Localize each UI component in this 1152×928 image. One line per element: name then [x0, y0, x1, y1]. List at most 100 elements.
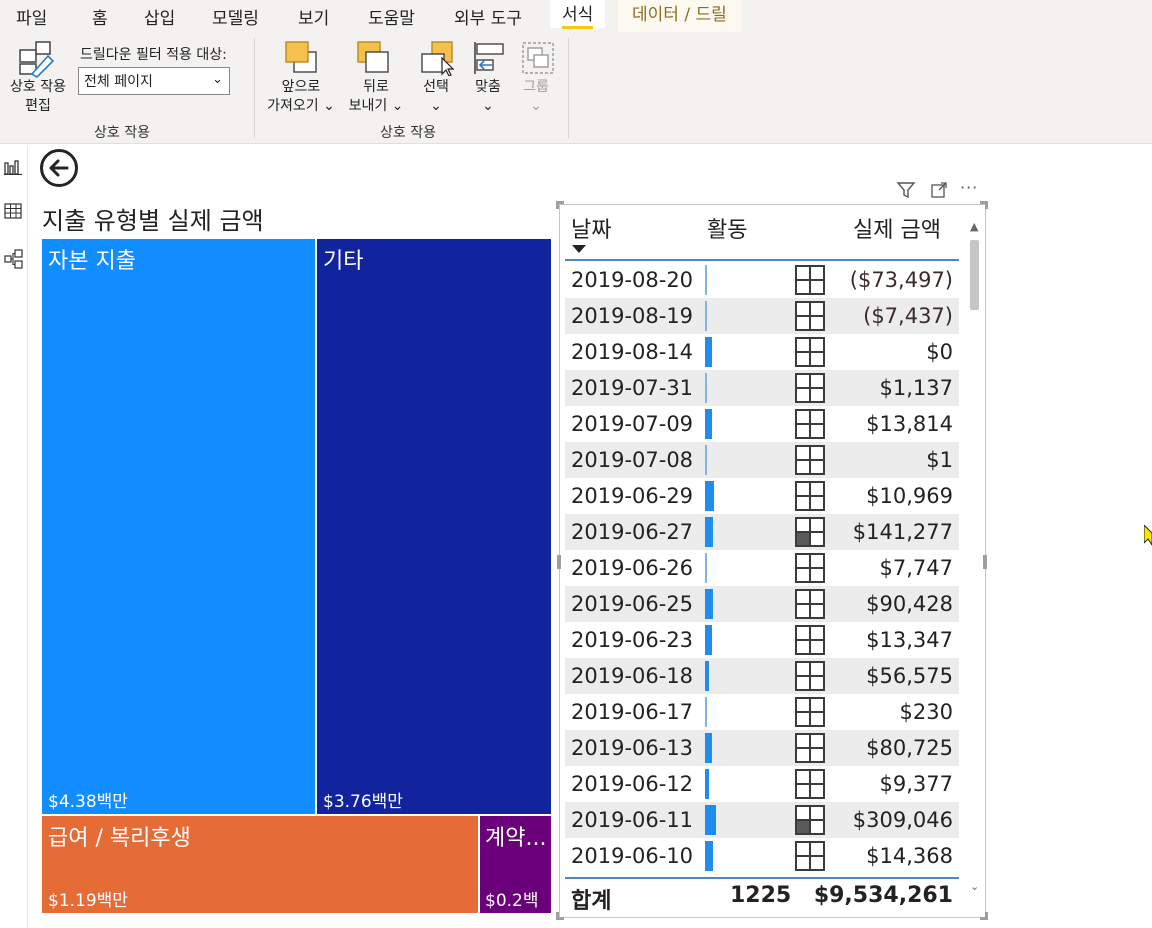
table-row[interactable]: 2019-06-18 $56,575: [565, 658, 959, 694]
cell-amount: $9,377: [879, 772, 953, 796]
view-rail: [0, 145, 28, 928]
cell-amount: $1,137: [879, 376, 953, 400]
filter-icon[interactable]: [896, 181, 916, 199]
focus-mode-icon[interactable]: [930, 181, 948, 199]
align-button[interactable]: 맞춤 ⌄: [466, 78, 510, 116]
bring-forward-button[interactable]: 앞으로 가져오기 ⌄: [262, 78, 340, 116]
resize-handle[interactable]: [556, 912, 564, 920]
group-chevron: ⌄: [530, 98, 542, 114]
tile-value: $1.19백만: [48, 891, 128, 911]
treemap-tile-payroll[interactable]: 급여 / 복리후생 $1.19백만: [42, 816, 478, 913]
table-row[interactable]: 2019-08-20 ($73,497): [565, 262, 959, 298]
table-row[interactable]: 2019-06-25 $90,428: [565, 586, 959, 622]
kpi-grid-icon: [795, 265, 825, 295]
resize-handle[interactable]: [557, 555, 561, 569]
table-row[interactable]: 2019-07-31 $1,137: [565, 370, 959, 406]
chart-title: 지출 유형별 실제 금액: [42, 207, 264, 235]
kpi-grid-icon: [795, 409, 825, 439]
column-header-amount[interactable]: 실제 금액: [853, 218, 941, 243]
activity-databar: [705, 301, 707, 331]
treemap-tile-capex[interactable]: 자본 지출 $4.38백만: [42, 239, 315, 814]
tile-label: 계약...: [485, 826, 547, 851]
total-divider: [565, 877, 959, 879]
activity-databar: [705, 625, 712, 655]
edit-interactions-label-2: 편집: [25, 98, 51, 114]
tile-label: 기타: [323, 249, 364, 274]
treemap-tile-other[interactable]: 기타 $3.76백만: [317, 239, 551, 814]
activity-databar: [705, 445, 707, 475]
tile-value: $0.2백: [485, 891, 539, 911]
column-header-date[interactable]: 날짜: [571, 218, 612, 243]
menu-view[interactable]: 보기: [298, 9, 330, 29]
menu-file[interactable]: 파일: [16, 9, 48, 29]
table-row[interactable]: 2019-06-13 $80,725: [565, 730, 959, 766]
chevron-down-icon: ⌄: [212, 72, 223, 87]
tile-value: $4.38백만: [48, 792, 128, 812]
resize-handle[interactable]: [980, 201, 988, 209]
kpi-grid-icon: [795, 373, 825, 403]
mouse-cursor-icon: [1144, 525, 1152, 546]
tile-label: 자본 지출: [48, 249, 136, 274]
table-row[interactable]: 2019-06-10 $14,368: [565, 838, 959, 874]
table-row[interactable]: 2019-06-23 $13,347: [565, 622, 959, 658]
cell-date: 2019-06-13: [571, 736, 694, 760]
cell-date: 2019-08-20: [571, 268, 694, 292]
send-backward-button[interactable]: 뒤로 보내기 ⌄: [344, 78, 408, 116]
table-row[interactable]: 2019-06-11 $309,046: [565, 802, 959, 838]
data-view-icon[interactable]: [4, 203, 22, 219]
table-row[interactable]: 2019-07-08 $1: [565, 442, 959, 478]
select-button[interactable]: 선택 ⌄: [414, 78, 458, 116]
cell-date: 2019-06-23: [571, 628, 694, 652]
group-label-interactions: 상호 작용: [94, 125, 150, 141]
send-backward-icon: [357, 41, 389, 73]
scrollbar-thumb[interactable]: [970, 240, 979, 310]
edit-interactions-label-1: 상호 작용: [10, 79, 66, 95]
menu-help[interactable]: 도움말: [368, 9, 415, 29]
table-row[interactable]: 2019-08-19 ($7,437): [565, 298, 959, 334]
kpi-fill: [797, 821, 809, 833]
menu-bar: 파일 홈 삽입 모델링 보기 도움말 외부 도구 서식 데이터 / 드릴: [0, 0, 1152, 32]
menu-external-tools[interactable]: 외부 도구: [454, 9, 522, 29]
scroll-up-icon[interactable]: ▲: [970, 220, 979, 233]
menu-insert[interactable]: 삽입: [144, 9, 176, 29]
cell-amount: ($73,497): [849, 268, 953, 292]
activity-databar: [705, 805, 716, 835]
kpi-grid-icon: [795, 301, 825, 331]
table-row[interactable]: 2019-06-29 $10,969: [565, 478, 959, 514]
table-row[interactable]: 2019-06-27 $141,277: [565, 514, 959, 550]
edit-interactions-button[interactable]: 상호 작용 편집: [6, 78, 70, 116]
resize-handle[interactable]: [556, 201, 564, 209]
table-row[interactable]: 2019-08-14 $0: [565, 334, 959, 370]
scroll-down-icon[interactable]: ⌄: [970, 880, 980, 893]
cell-amount: $1: [926, 448, 953, 472]
more-options-icon[interactable]: ···: [960, 178, 979, 197]
cell-date: 2019-08-14: [571, 340, 694, 364]
table-row[interactable]: 2019-06-12 $9,377: [565, 766, 959, 802]
menu-home[interactable]: 홈: [92, 9, 108, 29]
menu-modeling[interactable]: 모델링: [212, 9, 259, 29]
back-button[interactable]: [40, 149, 78, 187]
kpi-grid-icon: [795, 769, 825, 799]
table-row[interactable]: 2019-07-09 $13,814: [565, 406, 959, 442]
treemap-tile-contracts[interactable]: 계약... $0.2백: [480, 816, 551, 913]
group-button[interactable]: 그룹 ⌄: [514, 78, 558, 116]
cell-date: 2019-07-08: [571, 448, 694, 472]
column-header-activity[interactable]: 활동: [707, 218, 748, 243]
group-icon: [522, 42, 554, 74]
resize-handle[interactable]: [983, 555, 987, 569]
menu-data-drill[interactable]: 데이터 / 드릴: [618, 0, 741, 32]
drill-filter-select[interactable]: 전체 페이지 ⌄: [78, 67, 230, 95]
resize-handle[interactable]: [980, 912, 988, 920]
table-row[interactable]: 2019-06-26 $7,747: [565, 550, 959, 586]
model-view-icon[interactable]: [4, 249, 24, 269]
table-row[interactable]: 2019-06-17 $230: [565, 694, 959, 730]
cell-amount: $80,725: [866, 736, 953, 760]
kpi-grid-icon: [795, 553, 825, 583]
cell-date: 2019-08-19: [571, 304, 694, 328]
kpi-grid-icon: [795, 841, 825, 871]
scrollbar-track[interactable]: [968, 240, 980, 880]
send-backward-label-1: 뒤로: [363, 79, 389, 95]
cell-amount: $0: [926, 340, 953, 364]
report-view-icon[interactable]: [4, 159, 22, 175]
menu-format[interactable]: 서식: [550, 0, 606, 29]
